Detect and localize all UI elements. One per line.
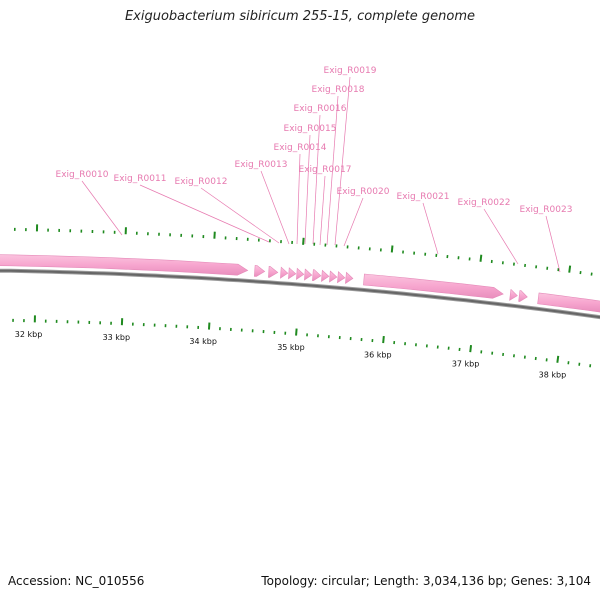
feature-label: Exig_R0013 [235, 160, 288, 170]
scale-label: 38 kbp [539, 370, 567, 379]
genome-summary-text: Topology: circular; Length: 3,034,136 bp… [261, 574, 591, 588]
major-tick [479, 254, 483, 262]
feature-arrow [0, 254, 249, 276]
leader-line [326, 95, 339, 246]
leader-line [200, 187, 280, 244]
feature-arrow [280, 266, 289, 279]
feature-track [0, 254, 600, 313]
feature-arrow [253, 265, 266, 277]
feature-arrow [321, 269, 330, 282]
backbone-line [0, 269, 600, 319]
leader-line [483, 208, 519, 265]
feature-arrow [345, 271, 354, 284]
major-tick [295, 328, 298, 336]
feature-arrow [304, 268, 313, 281]
leader-line [296, 153, 301, 245]
leader-line [545, 215, 561, 273]
lower-tick-track [12, 315, 592, 368]
leader-line [319, 175, 326, 246]
feature-label: Exig_R0021 [397, 192, 450, 202]
scale-label: 37 kbp [452, 360, 480, 369]
leader-line [81, 180, 123, 236]
major-tick [568, 265, 572, 273]
feature-arrow [518, 290, 528, 302]
major-tick [556, 355, 560, 363]
feature-arrow [509, 289, 518, 301]
scale-label: 36 kbp [364, 351, 392, 360]
feature-arrow [312, 269, 322, 281]
leader-line [422, 202, 439, 255]
feature-label: Exig_R0017 [299, 165, 352, 175]
feature-label: Exig_R0020 [337, 187, 390, 197]
feature-label: Exig_R0023 [520, 205, 573, 215]
feature-labels: 32 kbp 33 kbp 34 kbp 35 kbp 36 kbp 37 kbp 38 k… [15, 66, 573, 379]
label-leader-lines [81, 76, 561, 273]
feature-label: Exig_R0012 [175, 177, 228, 187]
feature-arrow [363, 273, 504, 299]
scale-label: 33 kbp [103, 333, 131, 342]
feature-label: Exig_R0016 [294, 104, 347, 114]
feature-label: Exig_R0011 [114, 174, 167, 184]
feature-label: Exig_R0018 [312, 85, 365, 95]
leader-line [139, 184, 270, 243]
leader-line [312, 114, 321, 245]
feature-arrow [329, 270, 338, 283]
feature-label: Exig_R0022 [458, 198, 511, 208]
leader-line [334, 76, 351, 246]
feature-label: Exig_R0014 [274, 143, 327, 153]
scale-label: 35 kbp [277, 343, 305, 352]
major-tick [469, 345, 473, 353]
upper-tick-track [13, 224, 593, 276]
leader-line [260, 170, 290, 245]
leader-line [304, 134, 311, 245]
accession-text: Accession: NC_010556 [8, 574, 145, 588]
feature-arrow [537, 292, 600, 313]
major-tick [390, 245, 394, 253]
feature-label: Exig_R0010 [56, 170, 109, 180]
scale-label: 32 kbp [15, 330, 43, 339]
feature-arrow [296, 267, 305, 280]
leader-line [343, 197, 364, 247]
map-title: Exiguobacterium sibiricum 255-15, comple… [124, 9, 476, 24]
feature-arrow [268, 266, 279, 278]
scale-label: 34 kbp [189, 337, 217, 346]
major-tick [302, 237, 305, 245]
feature-arrow [337, 271, 346, 284]
feature-label: Exig_R0015 [284, 124, 337, 134]
major-tick [382, 335, 385, 344]
genome-backbone [0, 268, 600, 320]
feature-arrow [288, 267, 297, 280]
feature-label: Exig_R0019 [324, 66, 377, 76]
